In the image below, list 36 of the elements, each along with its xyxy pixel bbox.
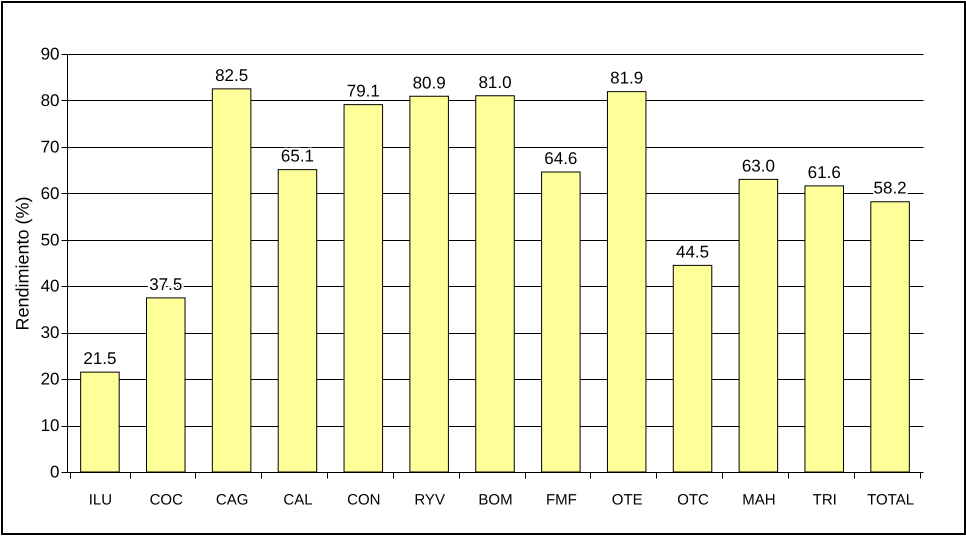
- x-tick-label: FMF: [546, 492, 577, 508]
- data-label: 63.0: [742, 156, 775, 176]
- y-tick-label: 30: [40, 323, 60, 342]
- data-label: 80.9: [412, 73, 446, 92]
- data-label: 21.5: [83, 349, 116, 368]
- x-tick-label: TRI: [812, 492, 837, 508]
- y-tick-label: 50: [40, 230, 60, 250]
- data-label: 81.9: [610, 68, 644, 88]
- x-tick-label: TOTAL: [867, 492, 914, 508]
- y-tick-label: 10: [40, 416, 60, 436]
- y-tick-label: 70: [40, 137, 60, 156]
- data-label: 79.1: [346, 82, 380, 101]
- y-tick-label: 90: [40, 44, 60, 64]
- y-tick-label: 60: [40, 184, 60, 203]
- y-tick-label: 40: [40, 276, 60, 296]
- x-tick-label: OTE: [612, 492, 643, 508]
- x-tick-label: RYV: [414, 492, 445, 508]
- y-tick-label: 0: [50, 462, 60, 482]
- data-label: 61.6: [808, 162, 841, 182]
- x-tick-label: COC: [150, 492, 184, 508]
- y-tick-label: 80: [40, 90, 60, 110]
- data-label: 82.5: [215, 66, 248, 85]
- x-tick-label: BOM: [478, 492, 513, 508]
- x-tick-label: CON: [347, 492, 380, 508]
- data-label: 44.5: [676, 242, 710, 262]
- data-label: 65.1: [280, 146, 314, 166]
- data-label: 81.0: [478, 72, 512, 92]
- x-tick-label: OTC: [677, 492, 710, 508]
- x-tick-label: CAL: [283, 492, 313, 508]
- x-tick-label: CAG: [216, 492, 248, 508]
- y-axis-title: Rendimiento (%): [12, 196, 33, 331]
- x-tick-label: MAH: [742, 492, 776, 508]
- y-tick-label: 20: [40, 370, 60, 389]
- data-label: 64.6: [544, 148, 578, 168]
- x-tick-label: ILU: [88, 492, 112, 508]
- data-label: 58.2: [874, 178, 907, 198]
